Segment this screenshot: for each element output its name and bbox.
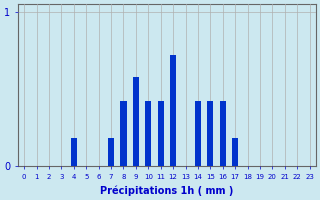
Bar (71, 138, 77, 166)
Bar (195, 101, 201, 166)
Bar (108, 138, 114, 166)
X-axis label: Précipitations 1h ( mm ): Précipitations 1h ( mm ) (100, 185, 234, 196)
Bar (232, 138, 238, 166)
Bar (145, 101, 151, 166)
Bar (220, 101, 226, 166)
Bar (170, 55, 176, 166)
Bar (120, 101, 126, 166)
Bar (207, 101, 213, 166)
Bar (157, 101, 164, 166)
Bar (133, 77, 139, 166)
